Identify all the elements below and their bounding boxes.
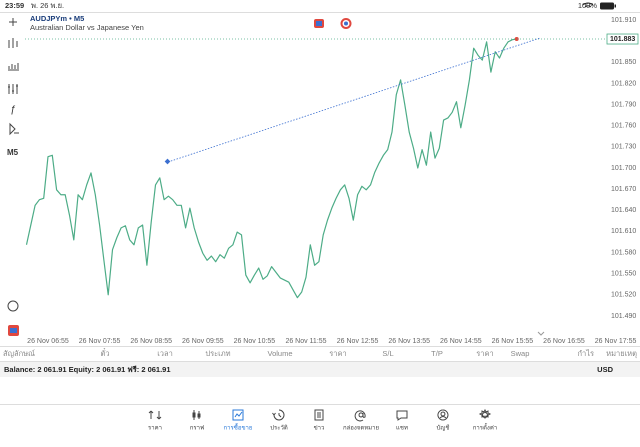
bars-tool[interactable] <box>8 63 19 71</box>
tab-icon[interactable] <box>192 410 201 420</box>
indicators-tool[interactable]: ƒ <box>10 105 16 116</box>
trendline[interactable] <box>167 37 541 163</box>
y-tick-label: 101.820 <box>611 80 636 87</box>
one-click-dot <box>344 21 348 26</box>
balance-text: Balance: 2 061.91 Equity: 2 061.91 ฟรี: … <box>4 365 171 374</box>
tab-label[interactable]: ข่าว <box>314 425 325 432</box>
tab-icon[interactable] <box>148 410 162 420</box>
tab-label[interactable]: กราฟ <box>190 425 204 432</box>
left-toolbar: ƒ M5 <box>7 18 19 336</box>
wifi-icon <box>582 2 594 8</box>
tab-icon[interactable] <box>314 409 324 421</box>
column-header[interactable]: ราคา <box>329 349 346 358</box>
y-tick-label: 101.610 <box>611 228 636 235</box>
x-tick-label: 26 Nov 13:55 <box>388 338 430 345</box>
x-tick-label: 26 Nov 12:55 <box>337 338 379 345</box>
chart-type-tool[interactable] <box>8 38 18 48</box>
one-click-button[interactable] <box>340 18 352 29</box>
plot-area: 101.910 101.850 101.820 101.790 101.760 101.7… <box>25 17 639 345</box>
battery-tip <box>614 4 616 8</box>
y-tick-label: 101.850 <box>611 59 636 66</box>
tab-icon[interactable] <box>437 409 449 421</box>
tab-label[interactable]: แชท <box>396 425 408 432</box>
price-tag <box>606 33 639 45</box>
y-tick-label: 101.490 <box>611 313 636 320</box>
column-header[interactable]: กำไร <box>577 349 594 358</box>
gauge-tool[interactable] <box>7 300 19 312</box>
x-tick-label: 26 Nov 17:55 <box>595 338 637 345</box>
status-date: พ. 26 พ.ย. <box>31 1 64 10</box>
tab-label[interactable]: บัญชี <box>437 424 450 432</box>
status-time: 23:59 <box>5 1 24 10</box>
x-tick-label: 26 Nov 14:55 <box>440 338 482 345</box>
tab-icon[interactable] <box>354 410 366 422</box>
chart-title: AUDJPYm • M5 <box>30 14 84 23</box>
timeframe[interactable]: M5 <box>7 148 19 157</box>
trade-button-inner <box>316 21 322 26</box>
tab-label[interactable]: ประวัติ <box>270 425 288 432</box>
table-header: สัญลักษณ์ ตั๋ว เวลา ประเภท Volume ราคา S/L T/P ร… <box>3 348 637 358</box>
column-header[interactable]: หมายเหตุ <box>606 349 637 358</box>
price-tag-label: 101.883 <box>610 36 635 43</box>
column-header[interactable]: ราคา <box>476 349 493 358</box>
y-tick-label: 101.790 <box>611 101 636 108</box>
column-header[interactable]: S/L <box>382 349 393 358</box>
column-header[interactable]: T/P <box>431 349 443 358</box>
tab-bar: ราคา กราฟ การซื้อขาย ประวัติ ข่าว กล่องจดหมาย… <box>148 408 497 432</box>
crosshair-tool[interactable] <box>9 18 17 26</box>
objects-tool[interactable] <box>9 122 19 136</box>
tab-label[interactable]: กล่องจดหมาย <box>343 425 379 432</box>
chart-subtitle: Australian Dollar vs Japanese Yen <box>30 23 144 32</box>
y-tick-label: 101.760 <box>611 123 636 130</box>
trendline-handle[interactable] <box>164 158 171 165</box>
column-header[interactable]: สัญลักษณ์ <box>3 349 35 358</box>
x-tick-label: 26 Nov 11:55 <box>285 338 326 345</box>
y-tick-label: 101.520 <box>611 292 636 299</box>
x-tick-label: 26 Nov 08:55 <box>130 338 172 345</box>
column-header[interactable]: ประเภท <box>205 349 230 358</box>
currency: USD <box>597 365 613 374</box>
tab-icon[interactable] <box>232 409 244 421</box>
tab-icon[interactable] <box>478 408 492 420</box>
settings-tool[interactable] <box>8 84 18 94</box>
tab-label[interactable]: การตั้งค่า <box>473 422 497 432</box>
balance-row <box>0 362 640 377</box>
x-tick-label: 26 Nov 09:55 <box>182 338 224 345</box>
column-header[interactable]: ตั๋ว <box>100 348 109 358</box>
y-tick-label: 101.700 <box>611 165 636 172</box>
y-tick-label: 101.640 <box>611 207 636 214</box>
tab-icon[interactable] <box>272 409 285 421</box>
column-header[interactable]: Swap <box>511 349 530 358</box>
x-tick-label: 26 Nov 06:55 <box>27 338 69 345</box>
x-tick-label: 26 Nov 16:55 <box>543 338 585 345</box>
x-tick-label: 26 Nov 10:55 <box>234 338 276 345</box>
y-tick-label: 101.580 <box>611 249 636 256</box>
y-tick-label: 101.550 <box>611 271 636 278</box>
column-header[interactable]: เวลา <box>157 349 173 358</box>
y-tick-label: 101.670 <box>611 186 636 193</box>
battery-icon <box>600 2 614 10</box>
tab-label[interactable]: ราคา <box>148 425 162 432</box>
price-line <box>25 38 517 299</box>
trade-tool-inner <box>10 328 17 333</box>
y-tick-label: 101.730 <box>611 144 636 151</box>
x-tick-label: 26 Nov 07:55 <box>79 338 121 345</box>
scroll-marker <box>537 331 545 336</box>
y-tick-label: 101.910 <box>611 17 636 24</box>
tab-icon[interactable] <box>396 410 408 421</box>
tab-label[interactable]: การซื้อขาย <box>224 422 253 432</box>
last-price-dot <box>514 37 519 42</box>
column-header[interactable]: Volume <box>267 349 292 358</box>
x-tick-label: 26 Nov 15:55 <box>492 338 534 345</box>
